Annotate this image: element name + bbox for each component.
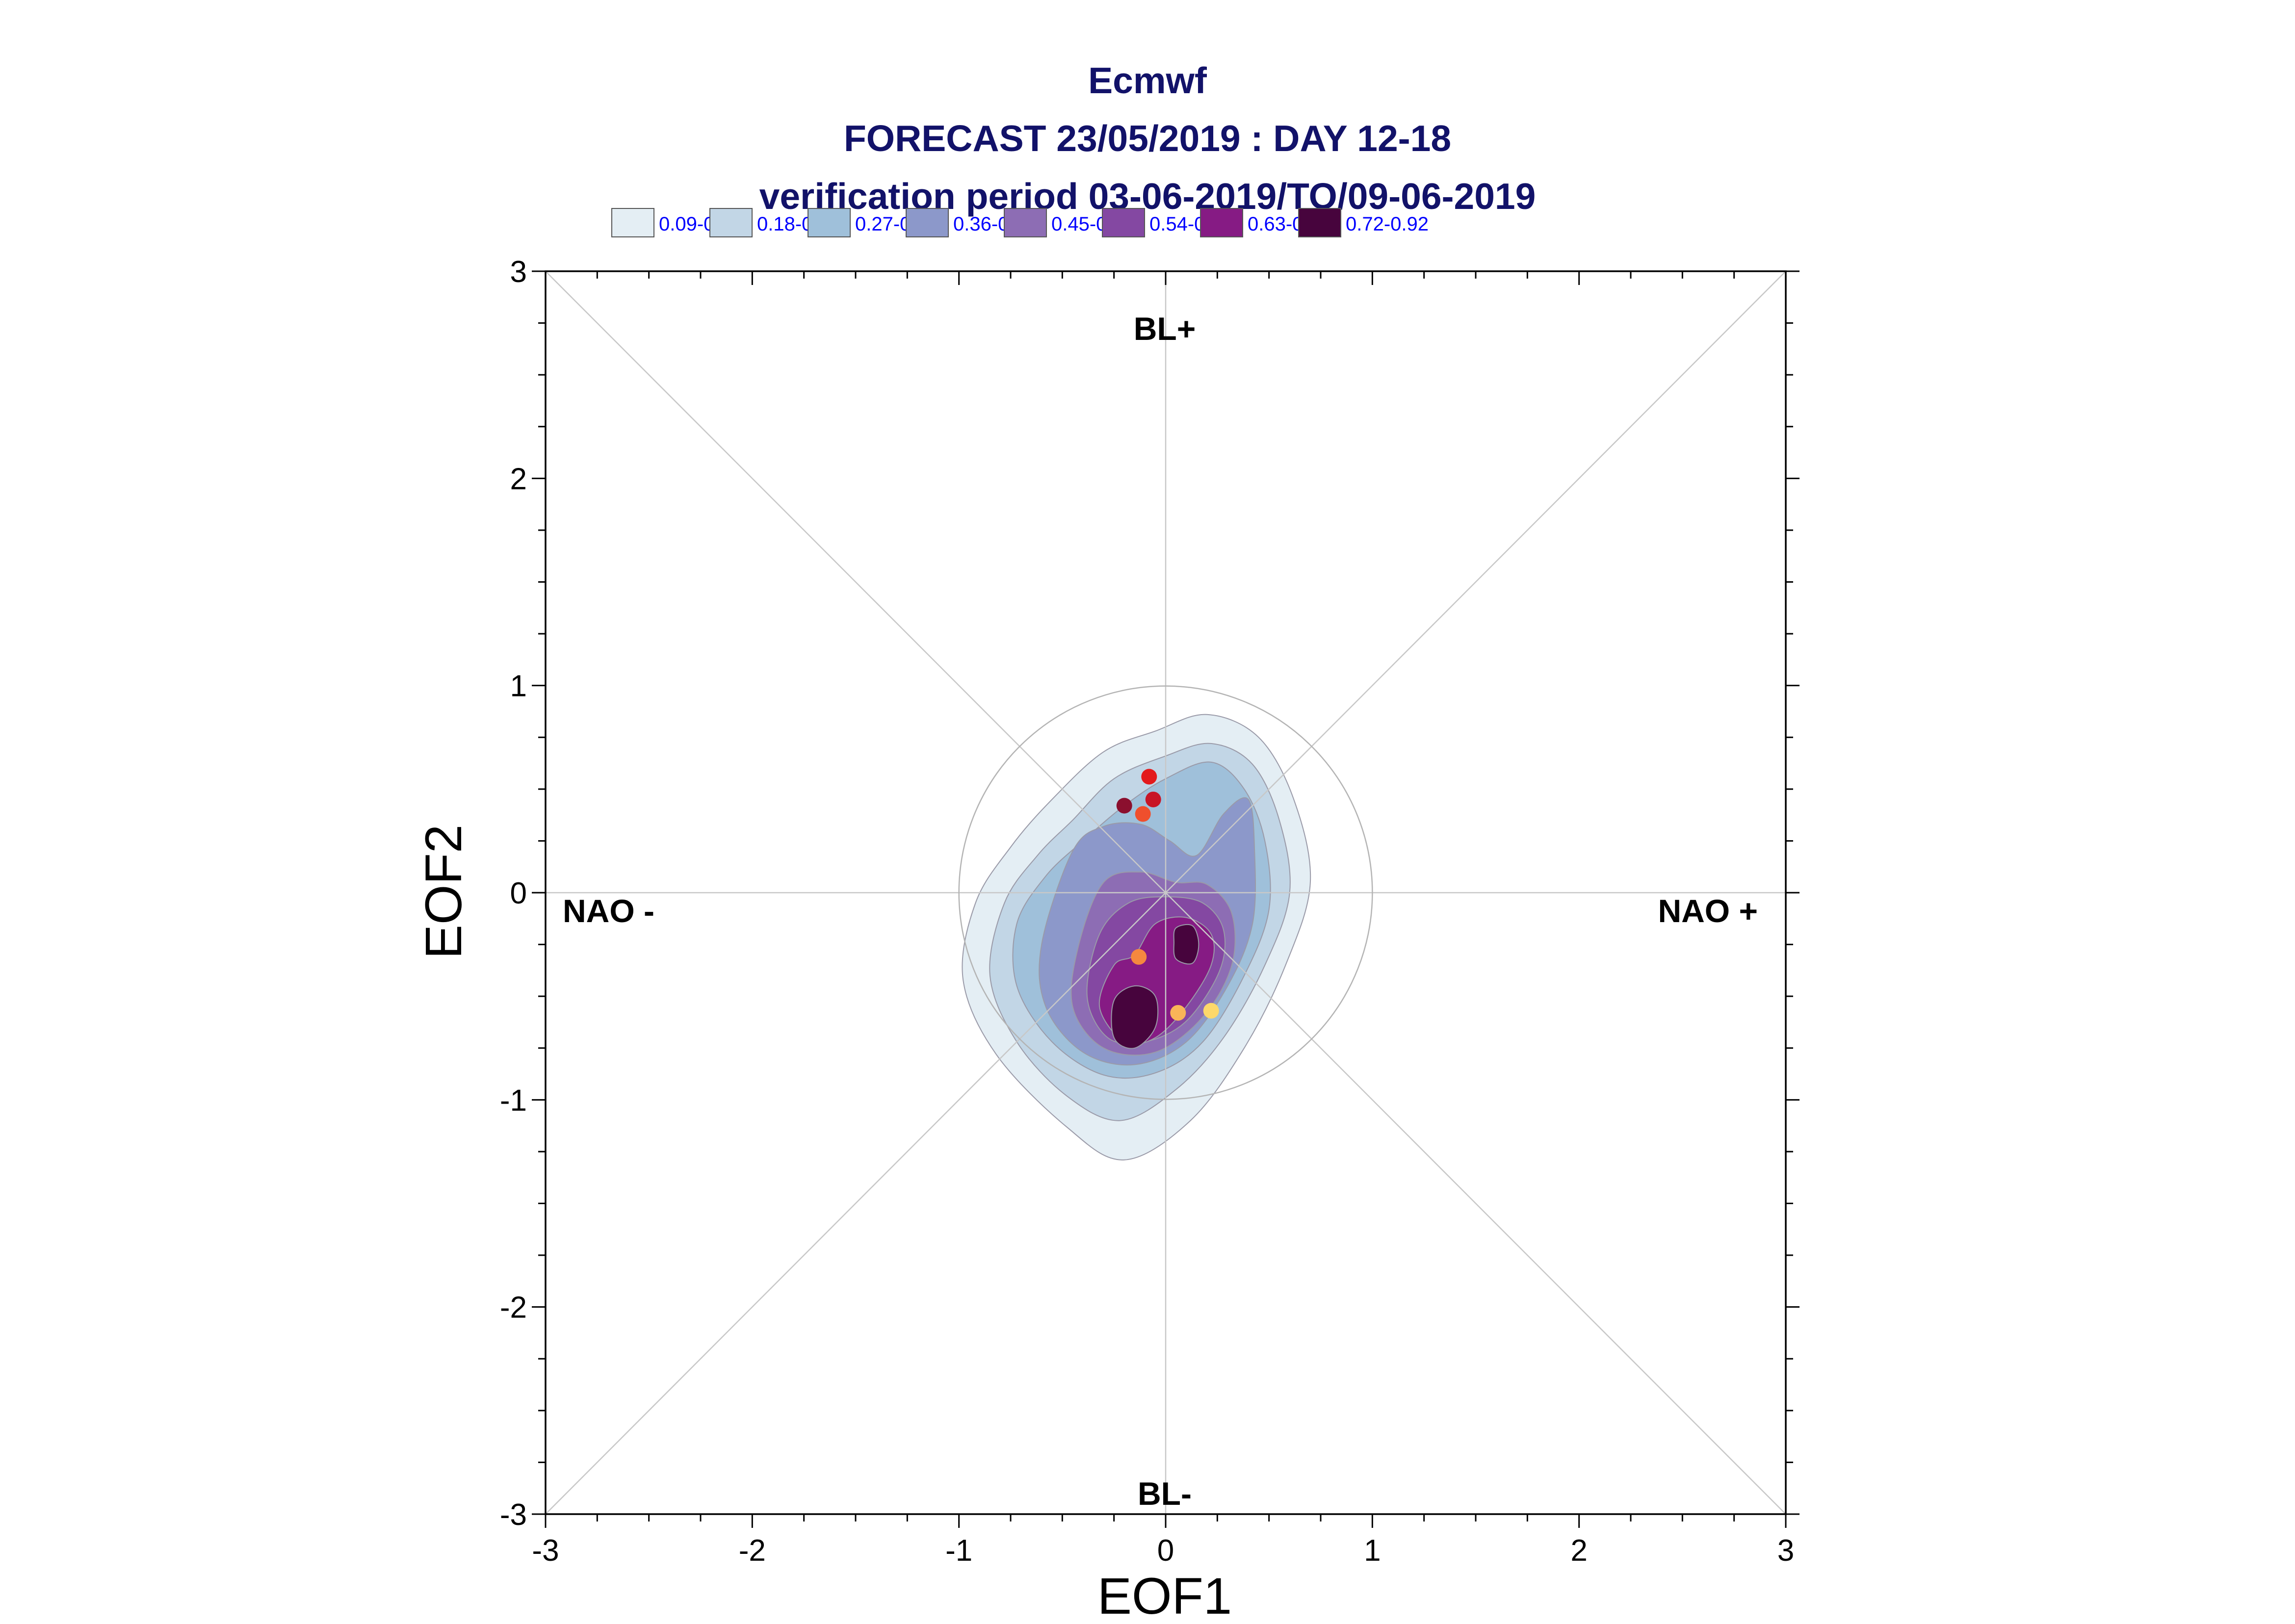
data-point-2 — [1145, 791, 1161, 807]
y-tick-label: 1 — [510, 670, 527, 703]
x-tick-label: 2 — [1570, 1534, 1587, 1568]
data-point-5 — [1131, 949, 1147, 965]
x-tick-label: 3 — [1777, 1534, 1794, 1568]
regime-label-nao-plus: NAO + — [1658, 893, 1758, 929]
legend-swatch-7 — [1200, 208, 1243, 237]
regime-label-nao-minus: NAO - — [563, 893, 654, 929]
legend-swatch-8 — [1298, 208, 1341, 237]
reference-lines — [545, 271, 1786, 1515]
y-tick-label: 0 — [510, 876, 527, 910]
y-tick-label: -2 — [500, 1291, 527, 1325]
legend-swatch-5 — [1004, 208, 1047, 237]
unit-circle — [958, 685, 1373, 1100]
data-point-3 — [1116, 798, 1132, 814]
title-line-2: FORECAST 23/05/2019 : DAY 12-18 — [843, 118, 1452, 159]
y-tick-label: -1 — [500, 1083, 527, 1117]
regime-label-bl-minus: BL- — [1138, 1475, 1192, 1512]
legend-swatch-2 — [709, 208, 753, 237]
data-point-4 — [1135, 806, 1151, 822]
title-line-1: Ecmwf — [1088, 60, 1207, 101]
y-tick-label: -3 — [500, 1498, 527, 1532]
axis-ticks: -3 -2 -1 0 1 2 3 3 2 1 0 -1 -2 -3 — [500, 255, 1799, 1568]
data-point-7 — [1203, 1003, 1219, 1019]
legend: 0.09-0.18 0.18-0.27 0.27-0.36 0.36-0.45 0.45… — [611, 208, 1429, 237]
y-tick-label: 2 — [510, 462, 527, 496]
x-tick-label: -1 — [945, 1534, 972, 1568]
axis-labels: BL+ BL- NAO - NAO + EOF1 EOF2 — [415, 310, 1758, 1624]
x-tick-label: 0 — [1157, 1534, 1174, 1568]
density-contours — [962, 714, 1311, 1160]
data-point-1 — [1141, 769, 1157, 785]
data-point-6 — [1170, 1005, 1186, 1021]
contour-level-8-1 — [1111, 985, 1159, 1049]
x-tick-label: 1 — [1364, 1534, 1381, 1568]
title-line-3: verification period 03-06-2019/TO/09-06-… — [759, 176, 1536, 217]
y-axis-label: EOF2 — [415, 825, 472, 959]
x-axis-label: EOF1 — [1097, 1568, 1232, 1624]
data-points — [1116, 769, 1219, 1021]
x-tick-label: -3 — [532, 1534, 559, 1568]
chart-title: Ecmwf FORECAST 23/05/2019 : DAY 12-18 ve… — [0, 52, 2295, 225]
legend-swatch-3 — [808, 208, 851, 237]
legend-swatch-6 — [1102, 208, 1145, 237]
contour-level-8-2 — [1173, 924, 1200, 965]
y-tick-label: 3 — [510, 255, 527, 289]
x-tick-label: -2 — [739, 1534, 766, 1568]
legend-label-8: 0.72-0.92 — [1346, 213, 1429, 235]
legend-swatch-4 — [906, 208, 949, 237]
regime-label-bl-plus: BL+ — [1134, 310, 1196, 347]
legend-swatch-1 — [611, 208, 654, 237]
